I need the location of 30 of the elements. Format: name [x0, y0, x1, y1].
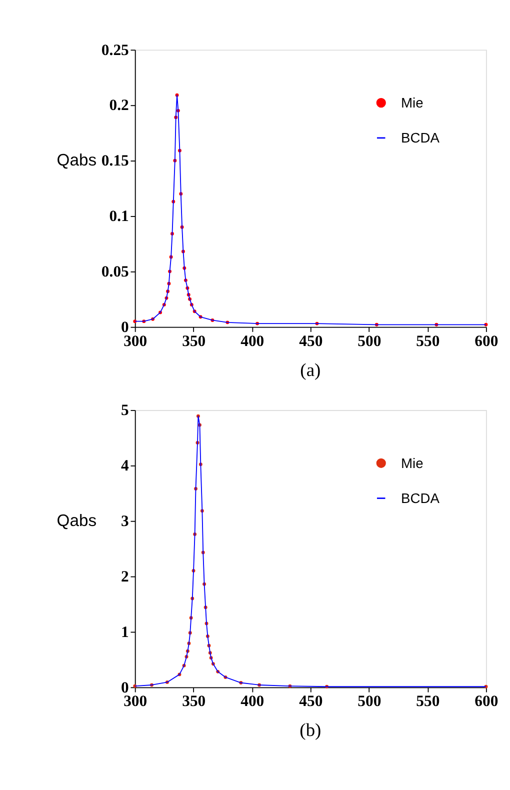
x-tick-label: 600 — [474, 693, 498, 710]
x-tick-label: 350 — [182, 332, 206, 350]
x-tick-label: 400 — [240, 693, 264, 710]
x-tick-label: 500 — [358, 332, 382, 350]
y-tick-label: 4 — [121, 458, 130, 475]
text: (a) — [300, 360, 321, 380]
y-tick-label: 0.25 — [101, 42, 130, 59]
y-tick-label: 1 — [121, 624, 130, 641]
x-tick-label: 450 — [299, 693, 323, 710]
y-tick-label: 0.05 — [101, 264, 130, 281]
legend-label: BCDA — [400, 490, 440, 506]
y-axis-title: Qabs — [56, 510, 97, 530]
x-tick-label: 550 — [416, 332, 440, 350]
y-tick-label: 0.2 — [109, 97, 130, 114]
legend-label: BCDA — [400, 130, 440, 146]
x-tick-label: 500 — [358, 693, 382, 710]
legend-label: Mie — [400, 94, 424, 110]
legend-label: Mie — [400, 454, 424, 471]
y-tick-label: 0.1 — [109, 208, 130, 226]
x-tick-label: 450 — [299, 332, 323, 350]
y-tick-label: 3 — [121, 512, 130, 530]
x-tick-label: 350 — [182, 693, 206, 710]
y-tick-label: 2 — [121, 568, 130, 586]
y-tick-label: 5 — [121, 402, 130, 420]
y-axis-title: Qabs — [56, 150, 97, 170]
x-tick-label: 600 — [474, 332, 498, 350]
y-tick-label: 0.15 — [101, 152, 130, 170]
x-tick-label: 550 — [416, 693, 440, 710]
x-tick-label: 400 — [240, 332, 264, 350]
text: (b) — [300, 720, 322, 740]
